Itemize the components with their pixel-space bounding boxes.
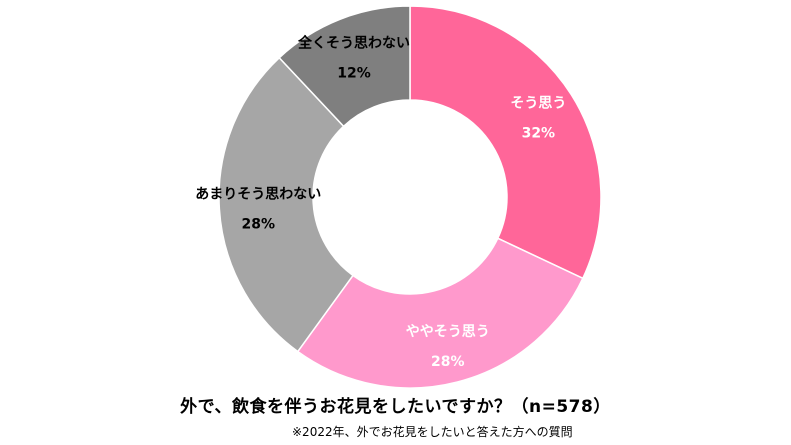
slice-0 bbox=[409, 5, 602, 280]
slice-label-group-0: そう思う 32% bbox=[510, 96, 566, 142]
slice-label-group-2: あまりそう思わない 28% bbox=[195, 187, 321, 233]
slice-label-0: そう思う bbox=[510, 96, 566, 112]
slice-3 bbox=[278, 5, 411, 128]
slice-value-0: 32% bbox=[522, 126, 556, 142]
slice-label-3: 全くそう思わない bbox=[297, 35, 410, 52]
chart-title: 外で、飲食を伴うお花見をしたいですか？（n=578） bbox=[180, 397, 611, 417]
slice-2 bbox=[218, 56, 355, 353]
chart-note: ※2022年、外でお花見をしたいと答えた方への質問 bbox=[292, 425, 573, 439]
slice-label-group-3: 全くそう思わない 12% bbox=[297, 35, 410, 82]
slice-value-1: 28% bbox=[431, 354, 465, 370]
slice-label-2: あまりそう思わない bbox=[195, 187, 321, 203]
slice-label-1: ややそう思う bbox=[406, 324, 490, 340]
slice-1 bbox=[296, 237, 584, 389]
slice-value-2: 28% bbox=[242, 217, 276, 233]
slice-label-group-1: ややそう思う 28% bbox=[406, 324, 490, 370]
slice-value-3: 12% bbox=[337, 66, 371, 82]
